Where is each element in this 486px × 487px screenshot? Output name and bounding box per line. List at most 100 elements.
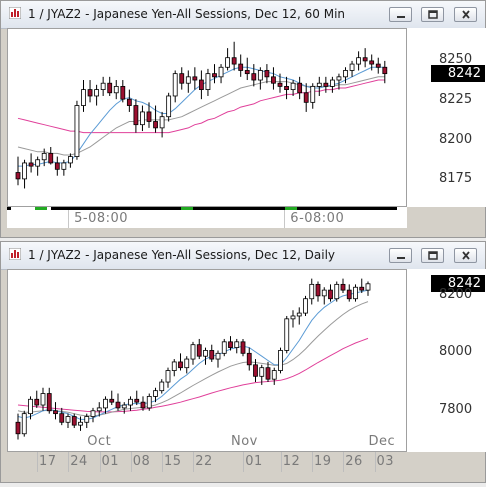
candle-body-down (375, 63, 381, 68)
last-price-marker: 8242 (431, 274, 485, 292)
candle-body-down (328, 289, 333, 300)
close-button[interactable] (454, 248, 477, 263)
candle-body-down (179, 73, 185, 84)
close-icon (461, 10, 470, 19)
minimize-button[interactable] (389, 248, 412, 263)
price-axis-label: 8175 (439, 171, 473, 187)
candle-body-up (310, 86, 316, 103)
candle-body-down (153, 121, 158, 129)
candlestick-chart (15, 41, 388, 189)
day-label: 17 (39, 454, 57, 469)
candle-body-up (35, 159, 41, 167)
candle-body-down (198, 79, 204, 90)
price-axis-label: 8200 (439, 286, 473, 302)
candle (179, 67, 185, 90)
time-axis[interactable]: 17 24 01 08 15 22 01 12 19 26 03 (7, 452, 407, 472)
restore-button[interactable] (421, 248, 444, 263)
candle (21, 410, 27, 437)
candle (115, 393, 121, 411)
candle (271, 367, 277, 385)
candle-body-up (316, 82, 322, 87)
candle (323, 76, 329, 93)
candle (34, 390, 40, 408)
candle (321, 287, 327, 305)
moving-average-slow (17, 337, 369, 413)
candle (228, 336, 233, 351)
candle-body-up (290, 315, 296, 320)
candle-body-down (53, 410, 58, 415)
candle-body-up (94, 89, 99, 97)
candle-body-up (349, 63, 355, 71)
candle (346, 284, 352, 302)
time-axis[interactable]: 5-08:006-08:006-22:20 (7, 207, 407, 228)
chart-window-daily: 1 / JYAZ2 - Japanese Yen-All Sessions, D… (0, 241, 486, 483)
candle (71, 413, 77, 429)
candle-body-up (225, 57, 231, 68)
restore-button[interactable] (421, 7, 444, 22)
title-bar[interactable]: 1 / JYAZ2 - Japanese Yen-All Sessions, D… (1, 242, 485, 270)
session-marker (297, 207, 397, 210)
candle (192, 67, 198, 90)
title-bar[interactable]: 1 / JYAZ2 - Japanese Yen-All Sessions, D… (1, 1, 485, 29)
candle-body-up (290, 82, 296, 90)
candle (107, 76, 113, 96)
candle (265, 361, 271, 383)
candle-body-down (369, 60, 375, 65)
candle-body-up (343, 70, 348, 78)
close-button[interactable] (454, 7, 477, 22)
time-axis-label: 6-08:00 (290, 211, 345, 226)
candle-body-up (271, 370, 277, 380)
candle (78, 416, 83, 431)
candle (215, 350, 221, 368)
candle (15, 156, 21, 186)
candle-body-up (205, 73, 211, 90)
candle-body-up (103, 398, 108, 409)
candle (81, 80, 86, 112)
candle-body-up (185, 76, 191, 84)
candle (315, 281, 321, 302)
minimize-icon (396, 16, 405, 18)
candle-body-up (74, 105, 80, 157)
minimize-button[interactable] (389, 7, 412, 22)
day-label: 15 (164, 454, 182, 469)
candle-body-down (140, 401, 146, 409)
candle-body-down (303, 92, 309, 103)
candle (296, 307, 302, 325)
candle-body-down (71, 416, 77, 426)
candle (171, 359, 177, 377)
candle-body-up (296, 312, 302, 317)
candle-body-down (126, 98, 132, 106)
candle (172, 70, 178, 103)
price-axis[interactable]: 8242 8200 8000 7800 (407, 269, 486, 452)
candle (190, 341, 196, 365)
price-axis-label: 8225 (439, 91, 473, 107)
price-axis[interactable]: 8242 8250 8225 8200 8175 (407, 28, 486, 207)
candle (329, 76, 335, 93)
candle-body-down (59, 413, 65, 423)
day-separator (193, 452, 195, 472)
price-axis-label: 8250 (439, 51, 473, 67)
candle-body-down (54, 162, 60, 170)
candle (184, 356, 190, 374)
candle-body-down (246, 352, 252, 366)
candle (365, 281, 371, 296)
candle (203, 347, 208, 365)
candle (328, 284, 333, 302)
candle-body-up (278, 350, 283, 371)
candle-body-down (382, 66, 388, 75)
candle (290, 310, 296, 328)
candle (87, 80, 93, 103)
price-chart-plot[interactable] (7, 28, 407, 207)
price-axis-label: 7800 (439, 401, 473, 417)
price-chart-plot[interactable]: Oct Nov Dec (7, 269, 407, 452)
candle (259, 364, 265, 385)
candle (59, 407, 65, 426)
candle (271, 67, 276, 90)
candle-body-up (159, 116, 165, 129)
minimize-icon (396, 257, 405, 259)
restore-icon (427, 251, 438, 260)
candle (221, 338, 227, 357)
candle (159, 111, 165, 138)
candle-body-up (172, 73, 178, 97)
candle (251, 64, 257, 87)
